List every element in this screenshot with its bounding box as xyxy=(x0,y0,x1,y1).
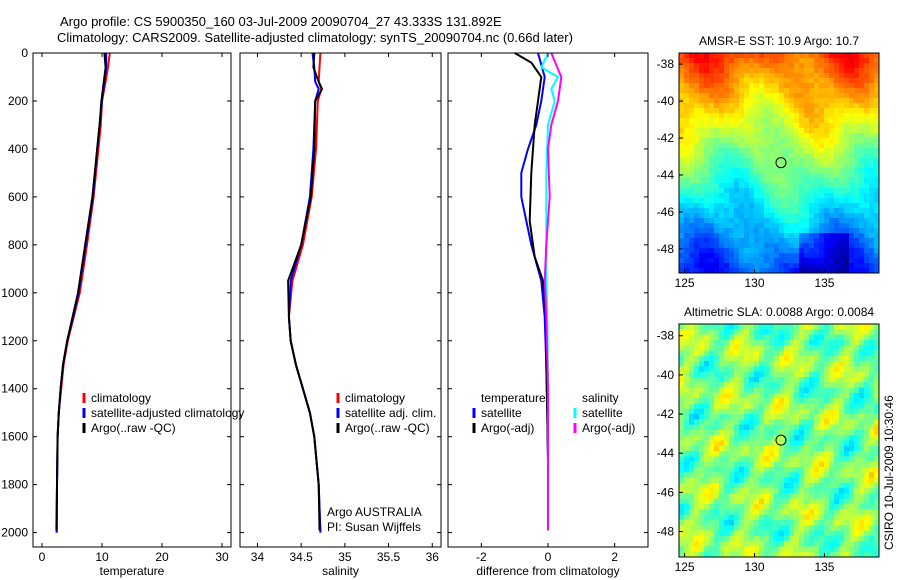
temperature-legend-item-label: climatology xyxy=(91,391,151,405)
map-y-tick-label: -38 xyxy=(657,329,675,343)
y-tick-label: 200 xyxy=(8,94,28,108)
x-tick-label: 0 xyxy=(545,550,552,564)
figure-title-line2: Climatology: CARS2009. Satellite-adjuste… xyxy=(57,30,573,45)
map-y-tick-label: -40 xyxy=(657,368,675,382)
map-y-tick-label: -46 xyxy=(657,485,675,499)
argo-position-marker xyxy=(775,157,787,169)
x-tick-label: 34.5 xyxy=(289,550,313,564)
y-tick-label: 1600 xyxy=(1,430,28,444)
y-tick-label: 800 xyxy=(8,238,28,252)
sst-map-heatmap-cells xyxy=(679,53,880,274)
sst-map-title: AMSR-E SST: 10.9 Argo: 10.7 xyxy=(699,34,859,48)
map-x-tick-label: 130 xyxy=(745,560,765,574)
x-tick-label: 35.5 xyxy=(377,550,401,564)
temperature-axes-frame xyxy=(32,52,232,548)
temperature-line-1 xyxy=(55,52,111,533)
map-y-tick-label: -38 xyxy=(657,57,675,71)
map-x-tick-label: 125 xyxy=(675,560,695,574)
x-tick-label: 0 xyxy=(39,550,46,564)
sla-map-title: Altimetric SLA: 0.0088 Argo: 0.0084 xyxy=(684,305,874,319)
map-y-tick-label: -48 xyxy=(657,242,675,256)
map-y-tick-label: -42 xyxy=(657,407,675,421)
difference-legend-title: salinity xyxy=(582,391,619,405)
temperature-legend-item-label: Argo(..raw -QC) xyxy=(91,421,176,435)
sst-map: 125 130 135 -38 -40 -42 -44 -46 -48 AMSR-E SST: 1… xyxy=(657,34,880,290)
temperature-legend-item-label: satellite-adjusted climatology xyxy=(91,406,244,420)
difference-line-2 xyxy=(514,52,549,531)
difference-line-4 xyxy=(543,52,563,531)
difference-legend: temperaturesatelliteArgo(-adj)salinitysa… xyxy=(472,391,635,435)
map-y-tick-label: -44 xyxy=(657,168,675,182)
map-x-tick-label: 130 xyxy=(745,276,765,290)
difference-legend-item-label: Argo(-adj) xyxy=(481,421,534,435)
x-tick-label: 20 xyxy=(155,550,169,564)
salinity-axes-frame xyxy=(239,52,442,548)
x-tick-label: 30 xyxy=(215,550,229,564)
y-tick-label: 1000 xyxy=(1,286,28,300)
y-tick-label: 0 xyxy=(21,46,28,60)
map-y-tick-label: -46 xyxy=(657,205,675,219)
y-tick-label: 600 xyxy=(8,190,28,204)
map-y-tick-label: -48 xyxy=(657,525,675,539)
x-tick-label: 35 xyxy=(338,550,352,564)
temperature-line-3 xyxy=(55,52,107,531)
difference-legend-item-label: satellite xyxy=(481,406,522,420)
x-tick-label: -2 xyxy=(476,550,487,564)
salinity-line-3 xyxy=(287,52,324,531)
x-tick-label: 10 xyxy=(95,550,109,564)
x-tick-label: 36 xyxy=(426,550,440,564)
temperature-x-label: temperature xyxy=(100,564,165,578)
map-x-tick-label: 125 xyxy=(675,276,695,290)
map-x-tick-label: 135 xyxy=(814,276,834,290)
salinity-legend-item-label: Argo(..raw -QC) xyxy=(345,421,430,435)
temperature-panel: 0 10 20 30 temperature 0 200 400 600 800 1000 1200 1… xyxy=(1,46,232,578)
figure-title-line1: Argo profile: CS 5900350_160 03-Jul-2009… xyxy=(60,14,502,29)
sla-map-frame xyxy=(678,323,880,558)
map-x-tick-label: 135 xyxy=(814,560,834,574)
argo-position-marker xyxy=(775,434,787,446)
y-tick-label: 400 xyxy=(8,142,28,156)
salinity-legend-item-label: climatology xyxy=(345,391,405,405)
map-y-tick-label: -44 xyxy=(657,446,675,460)
sst-map-frame xyxy=(678,52,880,274)
map-y-tick-label: -40 xyxy=(657,94,675,108)
credit-side-label: CSIRO 10-Jul-2009 10:30:46 xyxy=(882,395,896,550)
y-tick-label: 2000 xyxy=(1,526,28,540)
x-tick-label: 34 xyxy=(251,550,265,564)
salinity-x-label: salinity xyxy=(322,564,359,578)
sla-map: 125 130 135 -38 -40 -42 -44 -46 -48 Altimetric SL… xyxy=(657,305,880,574)
sla-map-heatmap-cells xyxy=(679,324,880,558)
argo-credit-annotation: Argo AUSTRALIA xyxy=(327,505,422,519)
difference-legend-title: temperature xyxy=(481,391,546,405)
salinity-panel: 34 34.5 35 35.5 36 salinity xyxy=(239,52,442,578)
y-tick-label: 1200 xyxy=(1,334,28,348)
y-tick-label: 1800 xyxy=(1,478,28,492)
argo-credit-annotation: PI: Susan Wijffels xyxy=(327,520,421,534)
map-y-tick-label: -42 xyxy=(657,131,675,145)
difference-legend-item-label: Argo(-adj) xyxy=(582,421,635,435)
salinity-legend-item-label: satellite adj. clim. xyxy=(345,406,436,420)
y-tick-label: 1400 xyxy=(1,382,28,396)
difference-legend-item-label: satellite xyxy=(582,406,623,420)
difference-x-label: difference from climatology xyxy=(476,564,619,578)
x-tick-label: 2 xyxy=(611,550,618,564)
